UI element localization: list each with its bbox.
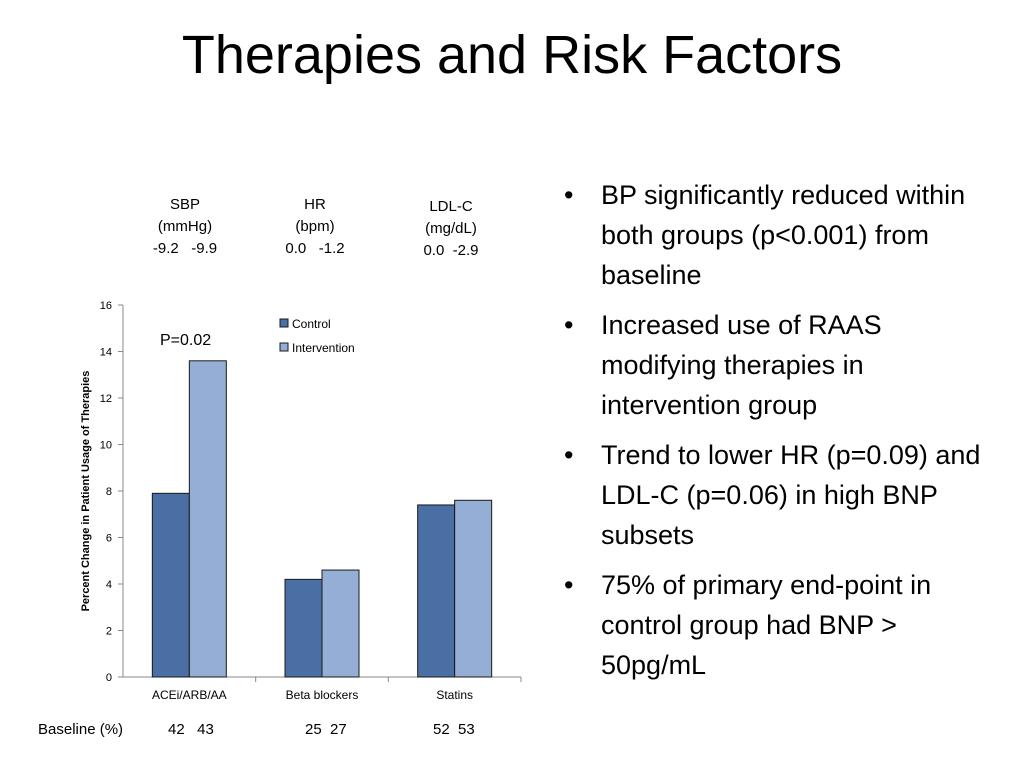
baseline-values-acei: 42 43	[168, 721, 214, 738]
legend-swatch-control	[279, 318, 289, 328]
y-tick-label: 0	[106, 672, 112, 684]
risk-factor-unit: (mg/dL)	[425, 220, 477, 237]
bullet-dot-icon: •	[564, 440, 574, 470]
risk-factor-unit: (mmHg)	[157, 218, 213, 235]
y-tick-label: 2	[106, 626, 112, 638]
baseline-label: Baseline (%)	[38, 721, 124, 738]
bullet-text: Trend to lower HR (p=0.09) and LDL-C (p=…	[601, 440, 981, 550]
risk-factor-unit: (bpm)	[295, 218, 335, 235]
baseline-values-statins: 52 53	[433, 721, 475, 738]
x-tick-label: Beta blockers	[286, 688, 359, 702]
y-tick-label: 4	[106, 579, 112, 591]
risk-factor-name: HR	[304, 196, 326, 213]
legend-label-intervention: Intervention	[292, 341, 355, 355]
y-tick-label: 16	[100, 300, 112, 312]
risk-factor-values: 0.0 -2.9	[423, 242, 479, 259]
risk-factor-ldl: LDL-C (mg/dL) 0.0 -2.9	[401, 196, 501, 262]
bullet-dot-icon: •	[564, 570, 574, 600]
bullet-item: • BP significantly reduced within both gr…	[560, 175, 1000, 295]
risk-factor-hr: HR (bpm) 0.0 -1.2	[265, 194, 365, 260]
bar-intervention	[321, 569, 360, 678]
risk-factor-name: LDL-C	[429, 198, 473, 215]
bar-intervention	[454, 499, 493, 678]
baseline-values-beta: 25 27	[305, 721, 347, 738]
y-axis-title: Percent Change in Patient Usage of Thera…	[80, 371, 92, 612]
significance-annotation: P=0.02	[160, 332, 211, 349]
bullet-list: • BP significantly reduced within both gr…	[560, 175, 1000, 695]
bullet-dot-icon: •	[564, 310, 574, 340]
risk-factor-sbp: SBP (mmHg) -9.2 -9.9	[135, 194, 235, 260]
y-tick-label: 8	[106, 486, 112, 498]
x-tick-label: ACEi/ARB/AA	[152, 688, 227, 702]
legend-swatch-intervention	[279, 342, 289, 352]
y-tick-label: 6	[106, 533, 112, 545]
risk-factor-values: 0.0 -1.2	[285, 240, 345, 257]
y-tick-label: 10	[100, 440, 112, 452]
slide-title: Therapies and Risk Factors	[181, 25, 843, 85]
bullet-item: • Trend to lower HR (p=0.09) and LDL-C (p…	[560, 435, 1000, 555]
bar-control	[151, 492, 190, 678]
bar-intervention	[188, 360, 227, 678]
y-tick-label: 12	[100, 393, 112, 405]
bullet-text: Increased use of RAAS modifying therapie…	[601, 310, 882, 420]
x-tick-label: Statins	[436, 688, 473, 702]
bullet-text: 75% of primary end-point in control grou…	[601, 570, 932, 680]
bullet-item: • 75% of primary end-point in control gro…	[560, 565, 1000, 685]
bar-chart: 0 2 4 6 8 10 12 14 16 Percent Change in Patient U…	[80, 300, 522, 702]
bullet-dot-icon: •	[564, 180, 574, 210]
bullet-text: BP significantly reduced within both gro…	[601, 180, 966, 290]
risk-factor-values: -9.2 -9.9	[152, 240, 218, 257]
bullet-item: • Increased use of RAAS modifying therapi…	[560, 305, 1000, 425]
bar-control	[417, 504, 456, 678]
y-tick-label: 14	[100, 347, 112, 359]
bar-control	[284, 578, 323, 678]
legend-label-control: Control	[292, 317, 331, 331]
risk-factor-name: SBP	[169, 196, 200, 213]
